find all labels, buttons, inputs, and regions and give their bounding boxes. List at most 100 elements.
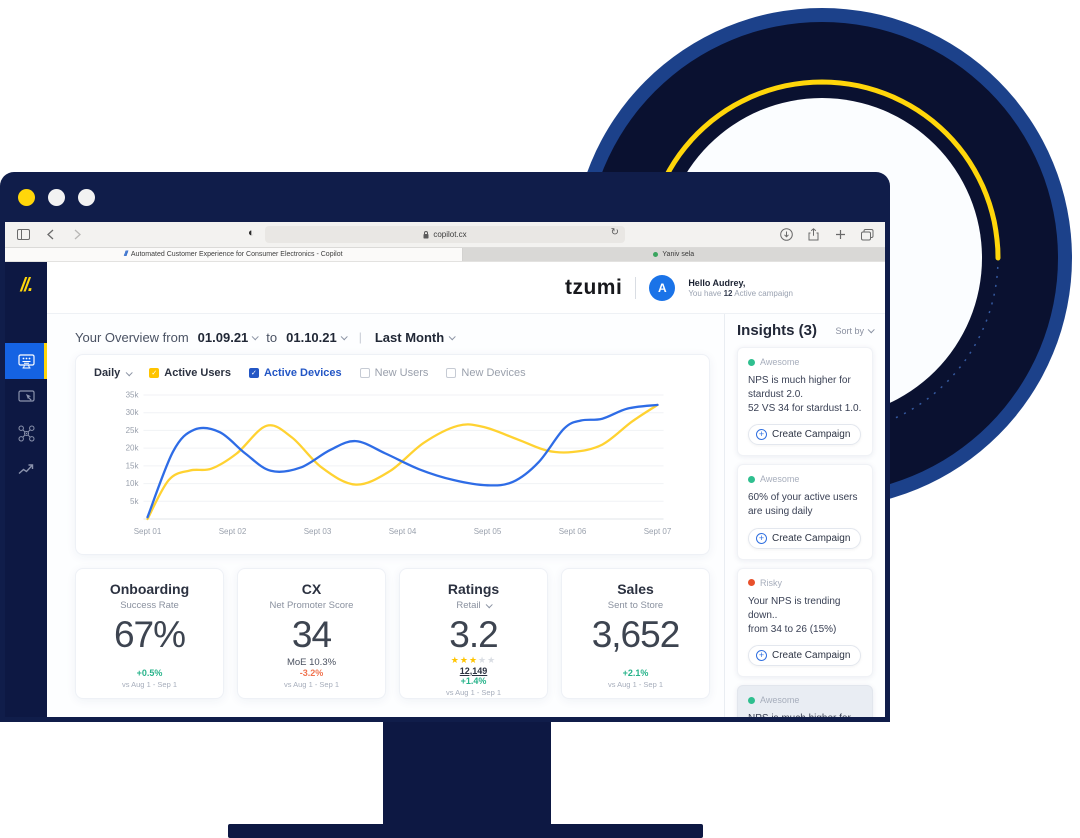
legend-active-devices[interactable]: ✓ Active Devices [248,367,342,379]
chevron-down-icon [125,368,134,376]
url-text: copilot.cx [433,230,467,239]
status-dot [748,579,755,587]
stat-period: vs Aug 1 - Sep 1 [283,680,340,689]
privacy-report-icon[interactable]: ◐ [248,227,255,239]
download-icon[interactable] [778,227,794,243]
tab-title: Automated Customer Experience for Consum… [130,251,343,258]
stat-title: Sales [617,581,654,597]
chevron-down-icon [251,332,260,340]
sidebar: //. [5,262,47,717]
chevron-down-icon [867,326,875,334]
status-label: Awesome [760,474,800,485]
share-icon[interactable] [805,227,821,243]
retail-dropdown[interactable]: Retail [406,600,541,611]
legend-active-users[interactable]: ✓ Active Users [149,367,231,379]
sidebar-item-dashboard[interactable] [5,343,47,379]
to-label: to [266,329,278,345]
tab-title: Yaniv sela [662,251,695,258]
svg-text:10k: 10k [126,479,140,488]
svg-text:Sept 07: Sept 07 [644,527,672,536]
refresh-icon[interactable]: ↻ [610,227,619,238]
create-campaign-button[interactable]: + Create Campaign [748,527,862,549]
plus-circle-icon: + [756,532,767,544]
sidebar-item-campaigns[interactable] [5,379,47,415]
insight-card: Awesome NPS is much higher for stardust … [737,347,873,457]
create-campaign-button[interactable]: + Create Campaign [748,645,862,667]
status-dot [748,696,755,704]
greeting-block: Hello Audrey, You have 12 Active campaig… [688,278,793,298]
sidebar-toggle-icon[interactable] [15,227,31,243]
overview-bar: Your Overview from 01.09.21 to 01.10.21 … [75,320,710,354]
stat-period: vs Aug 1 - Sep 1 [121,680,178,689]
stat-value: 3.2 [449,614,498,655]
status-label: Awesome [760,357,800,367]
forward-icon[interactable] [69,227,85,243]
insight-text: stardust 2.0. [748,388,804,400]
insight-card: Awesome NPS is much higher for stardust … [737,685,873,717]
create-campaign-button[interactable]: + Create Campaign [748,424,862,446]
insight-card: Awesome 60% of your active users are usi… [737,464,873,560]
app-header: tzumi A Hello Audrey, You have 12 Active… [47,262,885,314]
chart-legend: Daily ✓ Active Users ✓ Active Devices New … [90,365,695,383]
browser-window: ◐ copilot.cx ↻ [0,172,890,722]
chart-card: Daily ✓ Active Users ✓ Active Devices New … [75,354,710,555]
tab-copilot[interactable]: /// Automated Customer Experience for Co… [5,248,463,261]
tab-overview-icon[interactable] [859,227,875,243]
back-icon[interactable] [42,227,58,243]
insight-text: 52 VS 34 for stardust 1.0. [748,402,862,414]
svg-text:15k: 15k [126,461,140,470]
stat-card-ratings: Ratings Retail 3.2 ★★★★★ 12,149 +1.4% vs… [399,568,548,699]
zoom-button[interactable] [78,188,95,206]
star-rating: ★★★★★ [450,654,497,665]
legend-new-devices[interactable]: New Devices [446,367,526,379]
insight-text: 60% of your active users [748,492,858,504]
window-titlebar [0,172,890,222]
stat-delta: +2.1% [622,668,649,678]
insights-panel: Insights (3) Sort by Awesome NPS is much… [725,314,885,717]
status-dot [748,475,755,483]
minimize-button[interactable] [48,188,65,206]
legend-new-users[interactable]: New Users [359,367,428,379]
stat-value: 34 [291,614,332,655]
svg-text:Sept 06: Sept 06 [559,527,587,536]
stats-row: Onboarding Success Rate 67% +0.5% vs Aug… [75,568,710,699]
stat-subtitle: Net Promoter Score [269,600,354,611]
sidebar-item-analytics[interactable] [5,451,47,487]
stat-delta: -3.2% [299,668,324,678]
date-to-dropdown[interactable]: 01.10.21 [286,330,348,345]
sidebar-item-devices[interactable] [5,415,47,451]
header-divider [635,276,637,299]
stat-value: 3,652 [591,614,681,655]
close-button[interactable] [18,188,35,206]
new-tab-icon[interactable] [832,227,848,243]
svg-text:Sept 04: Sept 04 [389,527,417,536]
greeting-title: Hello Audrey, [688,277,746,288]
insight-text: NPS is much higher for [748,712,862,717]
checkbox-checked-icon: ✓ [248,368,259,378]
tab-strip: /// Automated Customer Experience for Co… [5,248,885,262]
address-bar[interactable]: copilot.cx ↻ [265,226,625,243]
stat-subtitle: Sent to Store [607,600,664,611]
tab-yaniv[interactable]: Yaniv sela [462,248,885,261]
svg-text:5k: 5k [130,497,139,506]
insight-card: Risky Your NPS is trending down.. from 3… [737,567,873,678]
stat-card-cx: CX Net Promoter Score 34 MoE 10.3% -3.2%… [237,568,386,699]
stat-period: vs Aug 1 - Sep 1 [445,687,502,697]
svg-text:Sept 01: Sept 01 [134,527,162,536]
frequency-dropdown[interactable]: Daily [94,367,134,379]
insight-text: NPS is much higher for [748,375,851,386]
range-dropdown[interactable]: Last Month [375,330,456,345]
date-from-dropdown[interactable]: 01.09.21 [198,330,260,345]
chevron-down-icon [485,601,493,609]
stat-title: Ratings [447,581,500,597]
insight-text: Your NPS is trending down.. [748,595,841,621]
status-dot [748,358,755,366]
svg-text:Sept 03: Sept 03 [304,527,332,536]
svg-text:Sept 05: Sept 05 [474,527,502,536]
sort-by-dropdown[interactable]: Sort by [835,326,875,336]
checkbox-empty-icon [446,368,457,378]
reviews-link[interactable]: 12,149 [459,665,488,676]
copilot-logo: //. [20,275,33,296]
avatar[interactable]: A [649,274,676,301]
plus-circle-icon: + [756,650,767,662]
